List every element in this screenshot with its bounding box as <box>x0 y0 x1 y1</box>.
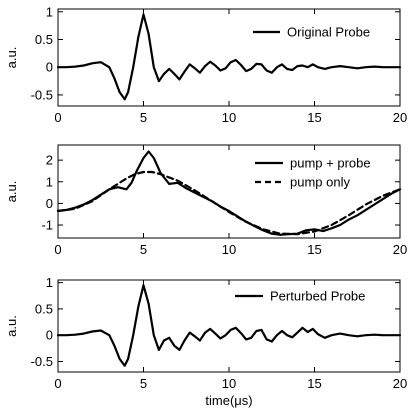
y-tick-label: 0 <box>46 196 53 211</box>
x-tick-label: 15 <box>307 110 321 125</box>
series-line-1 <box>56 13 402 101</box>
y-axis-label: a.u. <box>4 181 19 203</box>
x-tick-label: 20 <box>393 242 407 257</box>
x-tick-label: 0 <box>54 376 61 391</box>
x-tick-label: 10 <box>222 110 236 125</box>
series-line-2 <box>56 170 402 236</box>
y-tick-label: 0 <box>46 328 53 343</box>
x-tick-label: 10 <box>222 376 236 391</box>
x-tick-label: 20 <box>393 376 407 391</box>
x-tick-label: 5 <box>140 110 147 125</box>
y-tick-label: -0.5 <box>31 87 53 102</box>
chart-panel-3: 0 5 10 15 20-0.500.51a.u.time(μs)Perturbed P… <box>4 275 407 408</box>
y-tick-label: 0 <box>46 60 53 75</box>
x-tick-label: 0 <box>54 110 61 125</box>
y-tick-label: 1 <box>46 275 53 290</box>
y-tick-label: -0.5 <box>31 354 53 369</box>
y-tick-label: -1 <box>41 218 53 233</box>
legend-label: Original Probe <box>287 25 370 40</box>
y-tick-label: 0.5 <box>35 301 53 316</box>
x-tick-label: 0 <box>54 242 61 257</box>
x-tick-label: 15 <box>307 376 321 391</box>
series-line-1 <box>56 284 402 367</box>
legend-label: pump only <box>290 175 350 190</box>
x-tick-label: 20 <box>393 110 407 125</box>
legend-label: pump + probe <box>290 156 371 171</box>
x-tick-label: 5 <box>140 376 147 391</box>
legend-label: Perturbed Probe <box>270 289 365 304</box>
x-tick-label: 5 <box>140 242 147 257</box>
x-axis-label: time(μs) <box>205 393 252 408</box>
x-tick-label: 15 <box>307 242 321 257</box>
y-tick-label: 1 <box>46 4 53 19</box>
y-tick-label: 1 <box>46 174 53 189</box>
y-axis-label: a.u. <box>4 315 19 337</box>
y-tick-label: 2 <box>46 153 53 168</box>
y-tick-label: 0.5 <box>35 32 53 47</box>
x-tick-label: 10 <box>222 242 236 257</box>
chart-panel-1: 0 5 10 15 20-0.500.51a.u.Original Probe <box>4 4 407 125</box>
y-axis-label: a.u. <box>4 47 19 69</box>
